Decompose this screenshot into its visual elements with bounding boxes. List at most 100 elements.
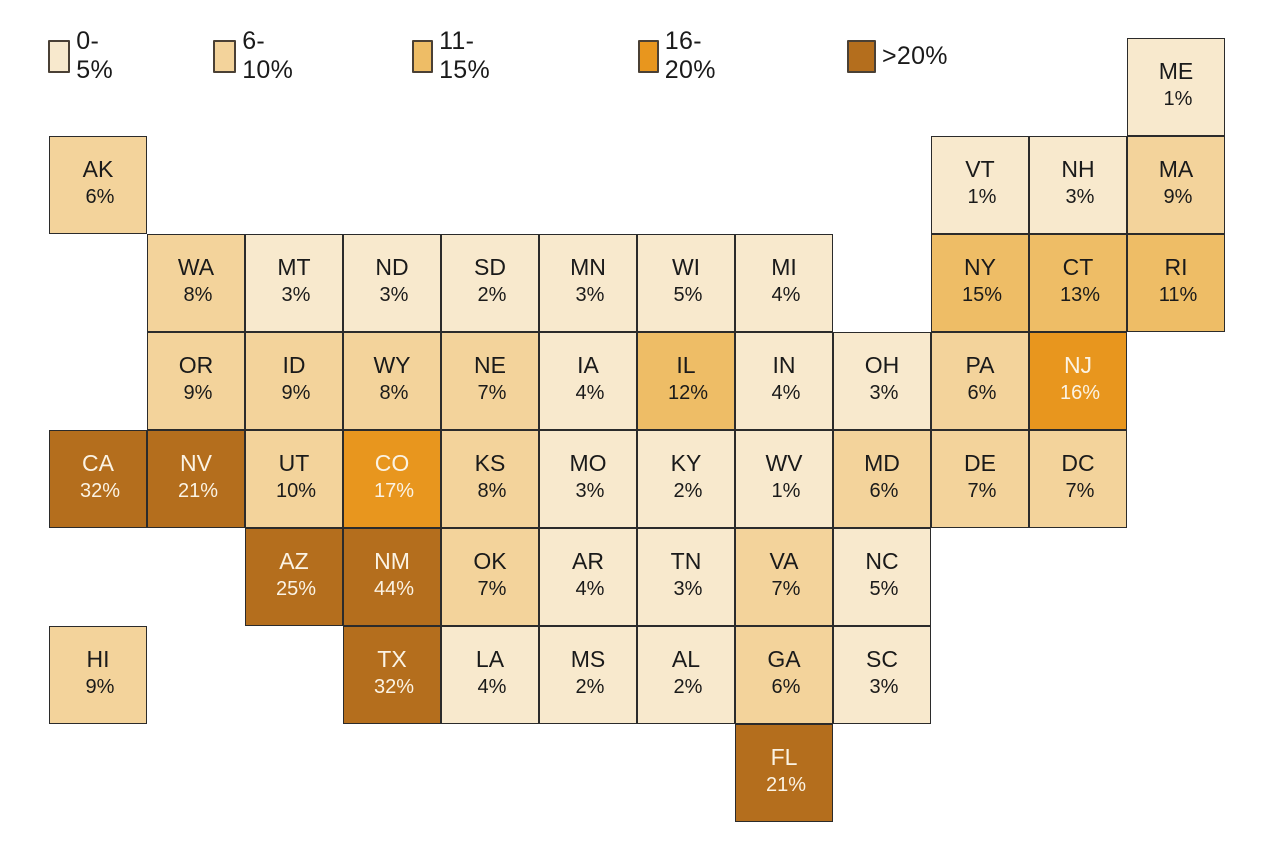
state-tile-wv[interactable]: WV 1% xyxy=(735,430,833,528)
state-tile-ct[interactable]: CT 13% xyxy=(1029,234,1127,332)
state-abbr: CO xyxy=(374,450,410,476)
state-tile-id[interactable]: ID 9% xyxy=(245,332,343,430)
state-tile-ok[interactable]: OK 7% xyxy=(441,528,539,626)
state-tile-hi[interactable]: HI 9% xyxy=(49,626,147,724)
state-tile-al[interactable]: AL 2% xyxy=(637,626,735,724)
state-abbr: VT xyxy=(965,156,995,182)
state-abbr: AZ xyxy=(279,548,309,574)
state-tile-wy[interactable]: WY 8% xyxy=(343,332,441,430)
state-value: 3% xyxy=(575,480,605,502)
state-value: 3% xyxy=(575,284,605,306)
state-abbr: ID xyxy=(282,352,306,378)
state-tile-oh[interactable]: OH 3% xyxy=(833,332,931,430)
state-value: 6% xyxy=(869,480,899,502)
state-tile-ky[interactable]: KY 2% xyxy=(637,430,735,528)
state-tile-az[interactable]: AZ 25% xyxy=(245,528,343,626)
state-value: 9% xyxy=(85,676,115,698)
state-tile-nd[interactable]: ND 3% xyxy=(343,234,441,332)
state-tile-va[interactable]: VA 7% xyxy=(735,528,833,626)
state-tile-or[interactable]: OR 9% xyxy=(147,332,245,430)
state-tile-de[interactable]: DE 7% xyxy=(931,430,1029,528)
state-abbr: CA xyxy=(82,450,114,476)
state-tile-tx[interactable]: TX 32% xyxy=(343,626,441,724)
state-tile-md[interactable]: MD 6% xyxy=(833,430,931,528)
state-tile-sc[interactable]: SC 3% xyxy=(833,626,931,724)
state-value: 7% xyxy=(1065,480,1095,502)
state-value: 9% xyxy=(281,382,311,404)
state-tile-ks[interactable]: KS 8% xyxy=(441,430,539,528)
state-tile-ia[interactable]: IA 4% xyxy=(539,332,637,430)
state-value: 13% xyxy=(1059,284,1101,306)
state-tile-wa[interactable]: WA 8% xyxy=(147,234,245,332)
state-tile-ri[interactable]: RI 11% xyxy=(1127,234,1225,332)
state-value: 3% xyxy=(869,382,899,404)
state-abbr: MA xyxy=(1158,156,1194,182)
state-value: 6% xyxy=(967,382,997,404)
state-value: 12% xyxy=(667,382,709,404)
state-value: 32% xyxy=(79,480,121,502)
state-tile-ma[interactable]: MA 9% xyxy=(1127,136,1225,234)
state-value: 4% xyxy=(575,382,605,404)
state-abbr: GA xyxy=(767,646,801,672)
state-abbr: VA xyxy=(769,548,799,574)
state-tile-pa[interactable]: PA 6% xyxy=(931,332,1029,430)
state-value: 3% xyxy=(673,578,703,600)
state-tile-nh[interactable]: NH 3% xyxy=(1029,136,1127,234)
state-abbr: ME xyxy=(1158,58,1194,84)
state-value: 25% xyxy=(275,578,317,600)
state-value: 2% xyxy=(477,284,507,306)
legend-swatch xyxy=(412,39,434,73)
state-tile-ca[interactable]: CA 32% xyxy=(49,430,147,528)
state-tile-la[interactable]: LA 4% xyxy=(441,626,539,724)
state-abbr: IA xyxy=(577,352,599,378)
state-tile-co[interactable]: CO 17% xyxy=(343,430,441,528)
state-tile-me[interactable]: ME 1% xyxy=(1127,38,1225,136)
state-tile-ut[interactable]: UT 10% xyxy=(245,430,343,528)
state-tile-ne[interactable]: NE 7% xyxy=(441,332,539,430)
state-value: 3% xyxy=(281,284,311,306)
state-tile-mi[interactable]: MI 4% xyxy=(735,234,833,332)
legend-label: 0-5% xyxy=(76,27,113,84)
state-abbr: KS xyxy=(474,450,506,476)
state-abbr: NY xyxy=(964,254,996,280)
state-tile-ny[interactable]: NY 15% xyxy=(931,234,1029,332)
legend-item: 6-10% xyxy=(213,27,299,84)
state-value: 4% xyxy=(477,676,507,698)
state-tile-mn[interactable]: MN 3% xyxy=(539,234,637,332)
state-tile-mt[interactable]: MT 3% xyxy=(245,234,343,332)
state-tile-nj[interactable]: NJ 16% xyxy=(1029,332,1127,430)
legend-swatch xyxy=(638,39,659,73)
state-tile-ar[interactable]: AR 4% xyxy=(539,528,637,626)
state-abbr: NV xyxy=(180,450,212,476)
legend-label: >20% xyxy=(882,41,948,70)
state-tile-sd[interactable]: SD 2% xyxy=(441,234,539,332)
state-tile-ak[interactable]: AK 6% xyxy=(49,136,147,234)
state-abbr: OR xyxy=(178,352,214,378)
state-tile-nv[interactable]: NV 21% xyxy=(147,430,245,528)
state-abbr: NH xyxy=(1061,156,1095,182)
state-abbr: MD xyxy=(864,450,900,476)
state-tile-vt[interactable]: VT 1% xyxy=(931,136,1029,234)
state-tile-tn[interactable]: TN 3% xyxy=(637,528,735,626)
state-tile-nc[interactable]: NC 5% xyxy=(833,528,931,626)
state-abbr: TN xyxy=(670,548,702,574)
state-abbr: SD xyxy=(474,254,506,280)
state-tile-fl[interactable]: FL 21% xyxy=(735,724,833,822)
state-tile-ga[interactable]: GA 6% xyxy=(735,626,833,724)
state-tile-il[interactable]: IL 12% xyxy=(637,332,735,430)
state-tile-nm[interactable]: NM 44% xyxy=(343,528,441,626)
state-tile-wi[interactable]: WI 5% xyxy=(637,234,735,332)
state-abbr: FL xyxy=(770,744,798,770)
state-tile-dc[interactable]: DC 7% xyxy=(1029,430,1127,528)
state-abbr: AK xyxy=(82,156,114,182)
state-tile-mo[interactable]: MO 3% xyxy=(539,430,637,528)
state-abbr: OH xyxy=(864,352,900,378)
state-tile-ms[interactable]: MS 2% xyxy=(539,626,637,724)
state-value: 21% xyxy=(177,480,219,502)
state-value: 8% xyxy=(379,382,409,404)
state-value: 3% xyxy=(1065,186,1095,208)
state-tile-in[interactable]: IN 4% xyxy=(735,332,833,430)
state-abbr: NC xyxy=(865,548,899,574)
state-value: 10% xyxy=(275,480,317,502)
